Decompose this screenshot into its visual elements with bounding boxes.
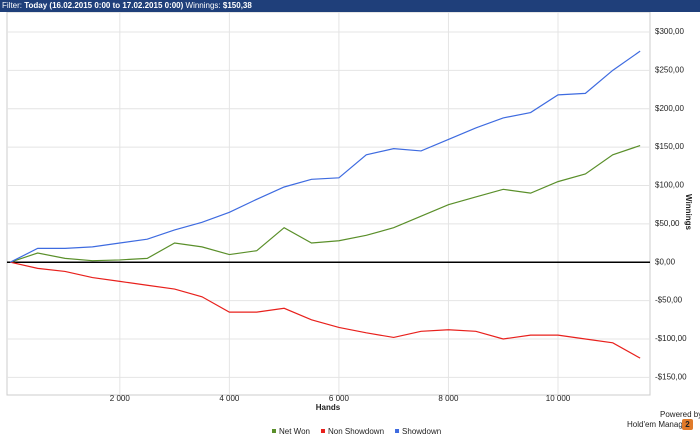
brand-badge [682, 419, 693, 430]
y-tick-label: $150,00 [655, 142, 684, 151]
brand-version: 2 [685, 420, 690, 429]
legend-label: Showdown [402, 427, 441, 436]
y-tick-label: $200,00 [655, 104, 684, 113]
filter-label: Filter: [2, 1, 22, 10]
x-tick-label: 10 000 [546, 394, 571, 403]
x-tick-label: 6 000 [329, 394, 350, 403]
chart: Hands Winnings Powered by Hold'em Manage… [6, 12, 700, 436]
powered-by: Powered by [660, 410, 700, 419]
y-tick-label: -$50,00 [655, 296, 683, 305]
x-axis-title: Hands [316, 403, 341, 412]
legend-swatch [320, 429, 325, 433]
x-tick-label: 2 000 [110, 394, 131, 403]
y-tick-label: $0,00 [655, 257, 676, 266]
y-tick-label: -$150,00 [655, 372, 687, 381]
legend-label: Net Won [279, 427, 310, 436]
x-tick-label: 4 000 [219, 394, 240, 403]
legend-label: Non Showdown [328, 427, 384, 436]
y-tick-label: $50,00 [655, 219, 680, 228]
y-tick-label: -$100,00 [655, 334, 687, 343]
brand-name: Hold'em Manager [627, 420, 690, 429]
series-line [10, 144, 641, 263]
filter-bar: Filter: Today (16.02.2015 0:00 to 17.02.… [0, 0, 700, 12]
winnings-value: $150,38 [222, 1, 252, 10]
x-tick-label: 8 000 [438, 394, 459, 403]
series-line [10, 50, 641, 263]
series-line [10, 261, 641, 359]
y-tick-label: $100,00 [655, 181, 684, 190]
winnings-label: Winnings: [185, 1, 221, 10]
plot-area [6, 12, 651, 396]
y-tick-label: $250,00 [655, 65, 684, 74]
y-axis-title: Winnings [684, 194, 693, 230]
filter-value: Today (16.02.2015 0:00 to 17.02.2015 0:0… [24, 1, 184, 10]
legend-swatch [395, 429, 400, 433]
y-tick-label: $300,00 [655, 27, 684, 36]
legend-swatch [272, 429, 276, 433]
